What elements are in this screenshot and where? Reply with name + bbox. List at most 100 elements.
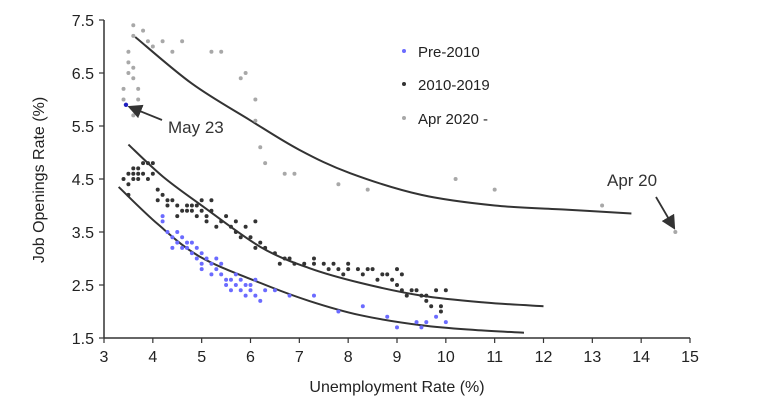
data-point-pre-2010: [170, 235, 175, 240]
data-point-2010-2019: [136, 177, 141, 181]
data-point-2010-2019: [443, 288, 448, 293]
x-tick-label: 15: [681, 349, 699, 366]
data-point-2010-2019: [375, 277, 380, 282]
data-point-2010-2019: [438, 309, 443, 314]
annotations: May 23 Apr 20: [127, 104, 676, 230]
data-point-apr-2020: [180, 39, 185, 44]
data-point-apr-2020: [131, 113, 136, 118]
data-point-2010-2019: [438, 304, 443, 309]
data-point-pre-2010: [238, 277, 243, 282]
data-point-pre-2010: [263, 288, 268, 293]
y-tick-label: 6.5: [72, 66, 94, 83]
data-point-2010-2019: [228, 224, 233, 229]
y-tick-label: 4.5: [72, 172, 94, 189]
data-point-pre-2010: [209, 272, 214, 277]
y-tick-label: 3.5: [72, 225, 94, 242]
data-point-2010-2019: [434, 288, 439, 293]
data-point-2010-2019: [209, 198, 214, 203]
data-point-apr-2020: [131, 23, 136, 28]
data-point-2010-2019: [175, 203, 180, 208]
data-point-apr-2020: [253, 118, 258, 123]
data-point-2010-2019: [346, 261, 351, 266]
data-point-pre-2010: [395, 325, 399, 330]
x-tick-label: 6: [246, 349, 255, 366]
data-point-apr-2020: [160, 39, 165, 44]
legend-label-2010-2019: 2010-2019: [418, 77, 490, 94]
data-point-2010-2019: [263, 245, 268, 250]
data-point-2010-2019: [370, 267, 375, 272]
data-point-2010-2019: [165, 203, 170, 208]
data-point-2010-2019: [385, 272, 390, 277]
data-point-apr-2020: [126, 60, 131, 65]
fit-curve-apr-2020-: [134, 36, 632, 215]
data-point-pre-2010: [360, 304, 365, 309]
data-point-2010-2019: [199, 198, 204, 203]
data-point-2010-2019: [302, 261, 307, 266]
data-point-2010-2019: [145, 161, 150, 166]
data-point-2010-2019: [404, 293, 409, 298]
data-point-2010-2019: [199, 208, 204, 213]
data-point-2010-2019: [170, 198, 175, 203]
data-point-2010-2019: [189, 208, 194, 213]
data-point-pre-2010: [185, 240, 190, 245]
legend-marker-pre-2010: [402, 49, 406, 53]
data-point-apr-2020: [136, 86, 141, 91]
data-point-pre-2010: [224, 283, 229, 287]
data-point-apr-2020: [150, 44, 155, 49]
data-point-pre-2010: [272, 288, 277, 293]
data-point-2010-2019: [150, 171, 155, 176]
data-point-2010-2019: [390, 277, 395, 282]
data-point-2010-2019: [292, 261, 297, 266]
data-point-pre-2010: [243, 293, 248, 298]
data-point-2010-2019: [194, 203, 199, 208]
data-point-2010-2019: [331, 261, 336, 266]
data-point-2010-2019: [131, 171, 136, 176]
data-point-2010-2019: [399, 272, 404, 277]
data-point-2010-2019: [414, 288, 419, 293]
data-point-pre-2010: [204, 256, 209, 261]
data-point-2010-2019: [189, 203, 194, 208]
data-point-pre-2010: [424, 320, 429, 325]
fit-curves: [117, 36, 632, 334]
data-point-pre-2010: [219, 272, 224, 277]
annotation-may-23: May 23: [168, 118, 224, 137]
data-point-2010-2019: [395, 267, 399, 272]
data-point-2010-2019: [336, 267, 341, 272]
x-tick-label: 14: [632, 349, 650, 366]
fit-curve-2010-2019: [127, 143, 544, 308]
data-point-2010-2019: [141, 171, 146, 176]
data-point-2010-2019: [395, 283, 399, 287]
data-point-2010-2019: [224, 214, 229, 219]
data-point-2010-2019: [258, 240, 263, 245]
y-tick-label: 1.5: [72, 331, 94, 348]
x-tick-label: 3: [100, 349, 109, 366]
data-point-2010-2019: [311, 256, 316, 261]
data-point-2010-2019: [131, 166, 136, 171]
data-point-2010-2019: [121, 177, 126, 181]
data-point-apr-2020: [453, 177, 458, 181]
annotation-apr-20: Apr 20: [607, 171, 657, 190]
x-tick-label: 10: [437, 349, 455, 366]
data-point-2010-2019: [238, 235, 243, 240]
data-point-2010-2019: [277, 261, 282, 266]
data-point-pre-2010: [189, 251, 194, 256]
y-tick-label: 2.5: [72, 278, 94, 295]
x-axis-label: Unemployment Rate (%): [309, 379, 484, 396]
data-point-apr-2020: [258, 145, 263, 150]
data-point-pre-2010: [243, 283, 248, 287]
data-point-pre-2010: [443, 320, 448, 325]
data-point-apr-2020: [141, 28, 146, 33]
y-tick-label: 5.5: [72, 119, 94, 136]
data-point-pre-2010: [165, 230, 170, 234]
data-point-pre-2010: [170, 245, 175, 250]
legend-label-pre-2010: Pre-2010: [418, 44, 480, 61]
data-point-2010-2019: [175, 214, 180, 219]
data-point-2010-2019: [185, 208, 190, 213]
data-point-pre-2010: [385, 314, 390, 319]
data-point-2010-2019: [341, 272, 346, 277]
data-point-2010-2019: [399, 288, 404, 293]
x-tick-label: 11: [486, 349, 503, 366]
data-point-pre-2010: [253, 277, 258, 282]
data-point-pre-2010: [160, 214, 165, 219]
data-point-pre-2010: [214, 267, 219, 272]
